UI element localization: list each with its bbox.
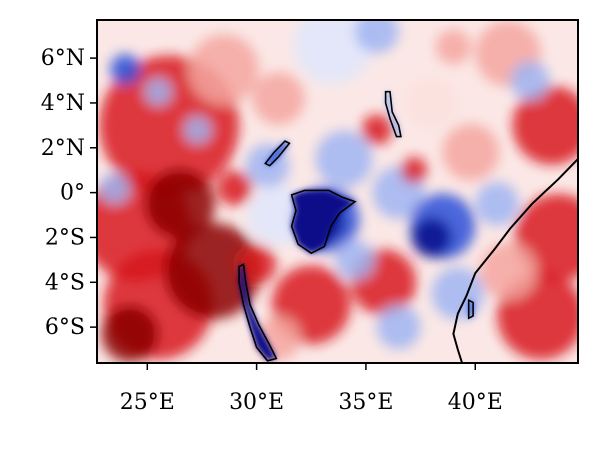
lon-tick-label: 30°E <box>229 390 284 415</box>
anomaly-blob-36 <box>236 244 277 285</box>
anomaly-blob-38 <box>361 114 393 146</box>
anomaly-blob-30 <box>376 305 421 349</box>
anomaly-blob-5 <box>101 305 159 363</box>
plot-frame <box>96 19 579 364</box>
lake-outlines <box>238 90 474 362</box>
anomaly-blob-31 <box>110 54 141 85</box>
anomaly-blob-3 <box>164 222 261 320</box>
anomaly-blob-15 <box>442 123 500 181</box>
lake-malawi-fragment-fill <box>468 300 474 319</box>
coastline <box>452 158 578 363</box>
anomaly-field <box>97 20 578 363</box>
latitude-axis: 6°N 4°N 2°N 0° 2°S 4°S 6°S <box>41 46 97 340</box>
anomaly-blob-41 <box>435 29 471 65</box>
anomaly-blob-11 <box>512 86 578 165</box>
anomaly-blob-29 <box>335 240 375 280</box>
lake-tanganyika-outline <box>238 263 278 362</box>
anomaly-blob-35 <box>217 170 253 206</box>
anomaly-blob-9 <box>252 72 305 125</box>
anomaly-blob-7 <box>293 20 373 85</box>
lon-tick-label: 35°E <box>338 390 393 415</box>
anomaly-blob-14 <box>479 242 537 300</box>
anomaly-blob-33 <box>145 78 172 105</box>
lake-victoria-fill <box>291 190 355 254</box>
anomaly-blob-24 <box>411 217 452 258</box>
anomaly-blob-6 <box>188 34 259 105</box>
lake-turkana-outline <box>384 90 402 138</box>
lat-tick-label: 6°S <box>45 315 85 340</box>
lat-tick-label: 4°S <box>45 270 85 295</box>
lat-tick-label: 2°S <box>45 225 85 250</box>
anomaly-blob-4 <box>145 168 216 239</box>
lat-tick-label: 2°N <box>41 136 85 161</box>
lat-tick-label: 4°N <box>41 91 85 116</box>
anomaly-blob-21 <box>315 130 373 188</box>
lat-tick-label: 6°N <box>41 46 85 71</box>
anomaly-blob-40 <box>510 60 550 101</box>
anomaly-blob-26 <box>475 181 519 226</box>
lon-tick-label: 40°E <box>448 390 503 415</box>
lake-albert-fill <box>265 141 290 166</box>
lake-albert-outline <box>264 140 291 167</box>
anomaly-blob-16 <box>405 76 458 130</box>
lat-tick-label: 0° <box>60 181 85 206</box>
plot-area <box>97 20 578 363</box>
anomaly-blob-34 <box>184 116 211 143</box>
lake-malawi-fragment-outline <box>467 298 474 320</box>
longitude-axis: 25°E 30°E 35°E 40°E <box>120 363 503 415</box>
anomaly-blob-39 <box>400 157 428 184</box>
lon-tick-label: 25°E <box>120 390 175 415</box>
anomaly-blob-32 <box>99 172 130 204</box>
lake-victoria-outline <box>290 189 357 255</box>
anomaly-blob-8 <box>354 20 399 54</box>
